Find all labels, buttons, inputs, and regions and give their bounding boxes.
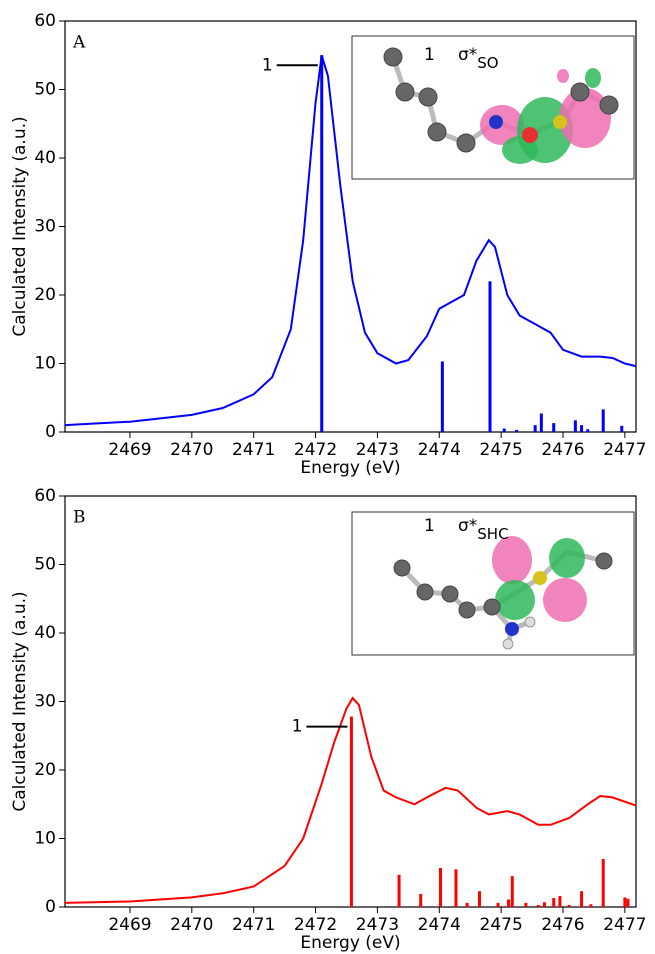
inset-b: 1 σ*SHC (352, 512, 634, 655)
stick (589, 904, 592, 907)
y-tick-label: 60 (34, 486, 56, 506)
stick (602, 859, 605, 907)
stick (350, 717, 353, 907)
stick (574, 420, 577, 432)
x-tick-label: 2469 (108, 440, 151, 460)
stick (543, 902, 546, 907)
stick (507, 899, 510, 907)
x-tick-label: 2470 (170, 915, 213, 935)
y-tick-label: 40 (34, 148, 56, 168)
stick (497, 903, 500, 907)
x-tick-label: 2477 (603, 915, 646, 935)
y-tick-label: 20 (34, 760, 56, 780)
inset-subscript: SHC (477, 525, 508, 543)
x-tick-label: 2471 (232, 440, 275, 460)
y-tick-label: 30 (34, 692, 56, 712)
stick (515, 430, 518, 432)
stick (580, 891, 583, 907)
stick (558, 896, 561, 907)
x-axis-label: Energy (eV) (300, 458, 400, 478)
y-tick-label: 30 (34, 217, 56, 237)
stick (568, 905, 571, 907)
x-tick-label: 2477 (603, 440, 646, 460)
stick (602, 409, 605, 432)
stick (580, 425, 583, 432)
y-tick-label: 0 (45, 422, 56, 442)
x-tick-label: 2475 (480, 440, 523, 460)
inset-symbol: σ* (458, 516, 477, 536)
y-tick-label: 20 (34, 285, 56, 305)
inset-a: 1 σ*SO (352, 36, 634, 179)
stick (524, 903, 527, 907)
inset-label: 1 (424, 45, 435, 65)
stick (623, 897, 626, 907)
y-tick-label: 10 (34, 354, 56, 374)
stick (489, 281, 492, 432)
x-tick-label: 2474 (418, 915, 461, 935)
stick (540, 414, 543, 432)
stick (478, 891, 481, 907)
y-axis-label: Calculated Intensity (a.u.) (10, 591, 30, 811)
x-tick-label: 2476 (541, 915, 584, 935)
x-tick-label: 2471 (232, 915, 275, 935)
panel-label: A (72, 33, 86, 53)
stick (454, 869, 457, 907)
x-tick-label: 2472 (294, 915, 337, 935)
x-tick-label: 2472 (294, 440, 337, 460)
stick (537, 905, 540, 907)
stick (620, 426, 623, 432)
x-tick-label: 2474 (418, 440, 461, 460)
stick (552, 898, 555, 907)
y-tick-label: 50 (34, 555, 56, 575)
stick (439, 868, 442, 907)
y-tick-label: 10 (34, 829, 56, 849)
chart: 0102030405060246924702471247224732474247… (0, 0, 655, 954)
x-axis-label: Energy (eV) (300, 933, 400, 953)
stick (534, 425, 537, 432)
annotation: 1 (262, 55, 273, 75)
stick (511, 876, 514, 907)
inset-symbol: σ* (458, 45, 477, 65)
stick (503, 429, 506, 432)
stick (552, 423, 555, 432)
stick (626, 899, 629, 907)
stick (320, 55, 323, 432)
annotation: 1 (292, 717, 303, 737)
y-tick-label: 0 (45, 897, 56, 917)
inset-subscript: SO (477, 54, 498, 72)
inset-label: 1 (424, 516, 435, 536)
x-tick-label: 2470 (170, 440, 213, 460)
y-tick-label: 40 (34, 623, 56, 643)
y-tick-label: 50 (34, 80, 56, 100)
x-tick-label: 2469 (108, 915, 151, 935)
stick (441, 361, 444, 432)
stick (419, 894, 422, 907)
y-tick-label: 60 (34, 11, 56, 31)
x-tick-label: 2473 (356, 440, 399, 460)
x-tick-label: 2476 (541, 440, 584, 460)
panel-label: B (73, 508, 86, 528)
x-tick-label: 2475 (480, 915, 523, 935)
x-tick-label: 2473 (356, 915, 399, 935)
y-axis-label: Calculated Intensity (a.u.) (10, 116, 30, 336)
stick (398, 875, 401, 907)
stick (466, 903, 469, 907)
stick (586, 429, 589, 432)
